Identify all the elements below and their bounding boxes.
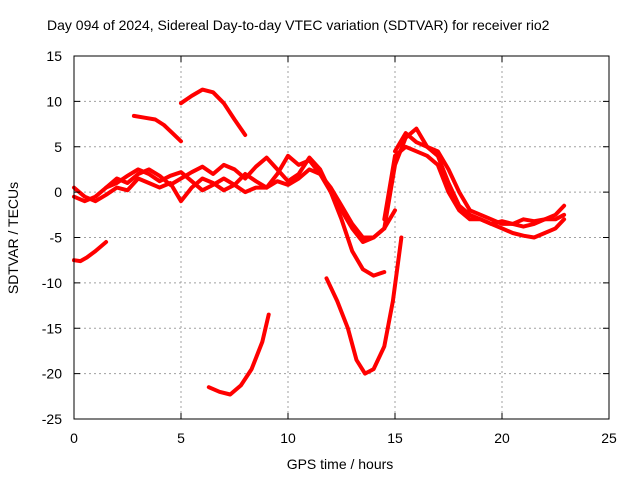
series-trace-e: [324, 235, 404, 376]
x-tick-label: 15: [387, 430, 403, 446]
chart-title: Day 094 of 2024, Sidereal Day-to-day VTE…: [47, 17, 550, 33]
y-tick-label: -10: [42, 275, 62, 291]
x-tick-label: 25: [601, 430, 617, 446]
y-tick-label: -25: [42, 411, 62, 427]
series-layer: [72, 87, 567, 397]
ticks: 0 5 10 15 20 25 -25 -20 -15 -10 -5 0 5 10 15: [42, 48, 617, 446]
series-trace-k: [393, 131, 567, 226]
x-tick-label: 20: [494, 430, 510, 446]
y-tick-label: 10: [46, 93, 62, 109]
grid: [74, 56, 609, 419]
x-axis-label: GPS time / hours: [287, 456, 394, 472]
series-trace-a: [72, 240, 109, 264]
series-trace-i: [382, 126, 567, 240]
y-tick-label: -5: [50, 230, 63, 246]
y-axis-label: SDTVAR / TECUs: [5, 182, 21, 294]
y-tick-label: -15: [42, 320, 62, 336]
x-tick-label: 10: [280, 430, 296, 446]
series-trace-d: [206, 312, 271, 397]
series-trace-f: [72, 167, 387, 240]
series-trace-j: [382, 144, 567, 229]
series-trace-b: [131, 113, 183, 144]
y-tick-label: 5: [54, 139, 62, 155]
series-trace-c: [179, 87, 248, 137]
x-tick-label: 5: [177, 430, 185, 446]
y-tick-label: -20: [42, 366, 62, 382]
x-tick-label: 0: [70, 430, 78, 446]
series-trace-g: [104, 155, 387, 278]
y-tick-label: 15: [46, 48, 62, 64]
y-tick-label: 0: [54, 184, 62, 200]
series-trace-h: [72, 153, 397, 244]
